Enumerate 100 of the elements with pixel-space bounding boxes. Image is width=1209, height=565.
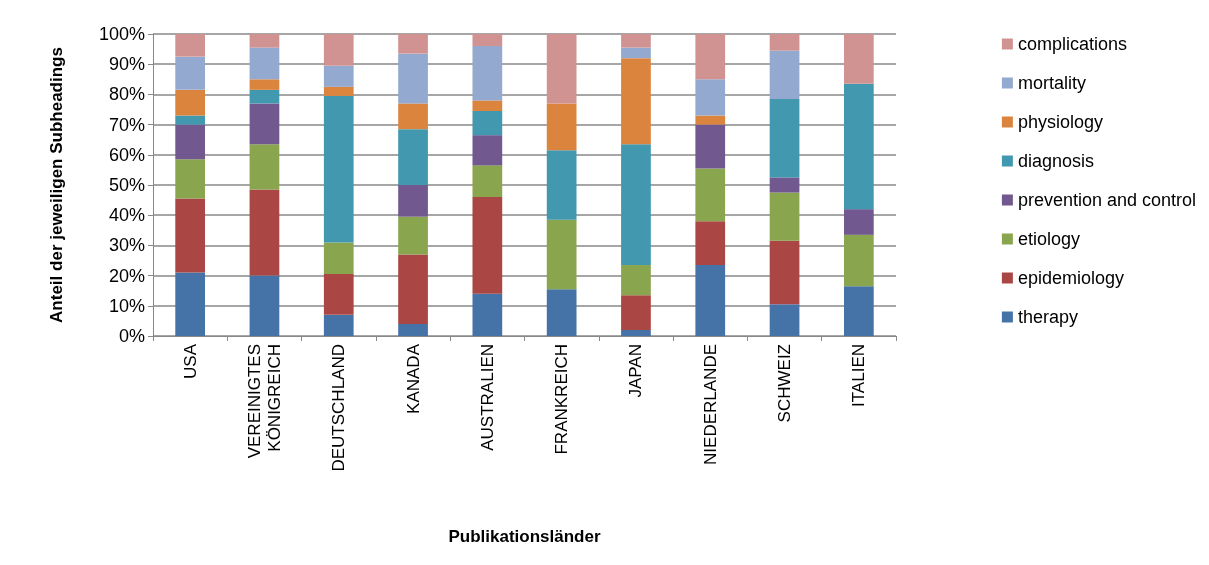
x-tick-label: ITALIEN xyxy=(849,344,869,407)
legend-label: complications xyxy=(1017,34,1127,54)
bar xyxy=(695,265,726,336)
legend-label: diagnosis xyxy=(1017,151,1094,171)
bar xyxy=(323,65,354,87)
y-tick-label: 0% xyxy=(118,326,145,346)
x-tick-label: FRANKREICH xyxy=(552,344,572,455)
x-tick-label: KANADA xyxy=(403,343,423,414)
bar xyxy=(323,314,354,336)
y-tick-label: 80% xyxy=(108,84,145,105)
legend-label: therapy xyxy=(1017,307,1078,327)
bar xyxy=(398,323,428,336)
bar xyxy=(769,34,800,51)
bar xyxy=(472,197,503,294)
bar xyxy=(695,79,726,116)
bar xyxy=(472,100,503,112)
bar xyxy=(546,103,577,151)
y-tick-label: 70% xyxy=(108,114,145,135)
bar xyxy=(621,295,651,330)
bar xyxy=(546,219,577,290)
bar xyxy=(621,329,651,336)
y-tick-label: 20% xyxy=(108,265,145,286)
bar xyxy=(695,124,726,169)
legend-label: etiology xyxy=(1017,229,1080,249)
bar xyxy=(249,144,280,190)
bar xyxy=(398,185,428,217)
legend-label: epidemiology xyxy=(1017,268,1124,288)
legend-label: mortality xyxy=(1017,73,1086,93)
bar xyxy=(398,103,428,130)
bar xyxy=(472,135,503,166)
bar xyxy=(249,34,280,48)
bar xyxy=(843,83,874,210)
bar xyxy=(621,144,651,266)
bar xyxy=(621,58,651,145)
bar xyxy=(546,34,577,104)
bar xyxy=(175,272,206,336)
bar xyxy=(843,286,874,336)
bar xyxy=(769,98,800,178)
y-tick-label: 10% xyxy=(108,295,145,316)
bar xyxy=(175,198,206,273)
bar xyxy=(843,209,874,235)
bar xyxy=(621,47,651,59)
bar xyxy=(769,304,800,336)
bar xyxy=(769,240,800,305)
y-tick-label: 90% xyxy=(108,54,145,75)
bar xyxy=(769,177,800,193)
y-tick-label: 50% xyxy=(108,175,145,195)
legend-label: prevention and control xyxy=(1017,190,1197,210)
x-tick-label: JAPAN xyxy=(626,344,646,398)
bar xyxy=(546,289,577,336)
bar xyxy=(323,95,354,243)
bar xyxy=(398,34,428,54)
bar xyxy=(249,47,280,80)
bar xyxy=(695,168,726,222)
bar xyxy=(472,165,503,198)
bar xyxy=(175,89,206,116)
bar xyxy=(323,34,354,66)
bar xyxy=(249,79,280,90)
x-axis-title: Publikationsländer xyxy=(448,527,601,546)
legend-label: physiology xyxy=(1017,112,1103,132)
bar xyxy=(249,89,280,104)
bar xyxy=(769,192,800,241)
bar xyxy=(175,115,206,125)
bar xyxy=(398,53,428,104)
bar xyxy=(472,34,503,47)
x-tick-label: NIEDERLANDE xyxy=(700,344,720,465)
bar xyxy=(472,293,503,336)
bar xyxy=(472,111,503,136)
bar xyxy=(249,189,280,276)
bar xyxy=(621,34,651,48)
bar xyxy=(695,34,726,80)
bar xyxy=(843,234,874,287)
x-tick-label: SCHWEIZ xyxy=(775,344,795,423)
x-tick-label: VEREINIGTES KÖNIGREICH xyxy=(244,344,284,459)
x-tick-label: USA xyxy=(180,343,200,379)
x-tick-label: AUSTRALIEN xyxy=(477,344,497,451)
bar xyxy=(175,124,206,160)
y-tick-label: 60% xyxy=(108,144,145,165)
bar xyxy=(769,50,800,99)
bar xyxy=(472,46,503,101)
bar xyxy=(249,103,280,145)
bar xyxy=(323,86,354,96)
y-tick-label: 40% xyxy=(108,205,145,226)
bar xyxy=(546,150,577,220)
y-tick-label: 30% xyxy=(108,235,145,256)
y-tick-label: 100% xyxy=(98,24,145,44)
bar xyxy=(249,275,280,336)
bar xyxy=(175,159,206,199)
bar xyxy=(323,274,354,315)
y-axis-title: Anteil der jeweiligen Subheadings xyxy=(47,47,66,323)
bar xyxy=(398,216,428,255)
bar xyxy=(398,129,428,185)
bar xyxy=(843,34,874,84)
bar xyxy=(695,115,726,125)
x-tick-label: DEUTSCHLAND xyxy=(329,344,349,472)
bar xyxy=(695,221,726,266)
bar xyxy=(175,34,206,57)
bar xyxy=(621,265,651,296)
bar xyxy=(323,242,354,275)
bar xyxy=(398,254,428,324)
